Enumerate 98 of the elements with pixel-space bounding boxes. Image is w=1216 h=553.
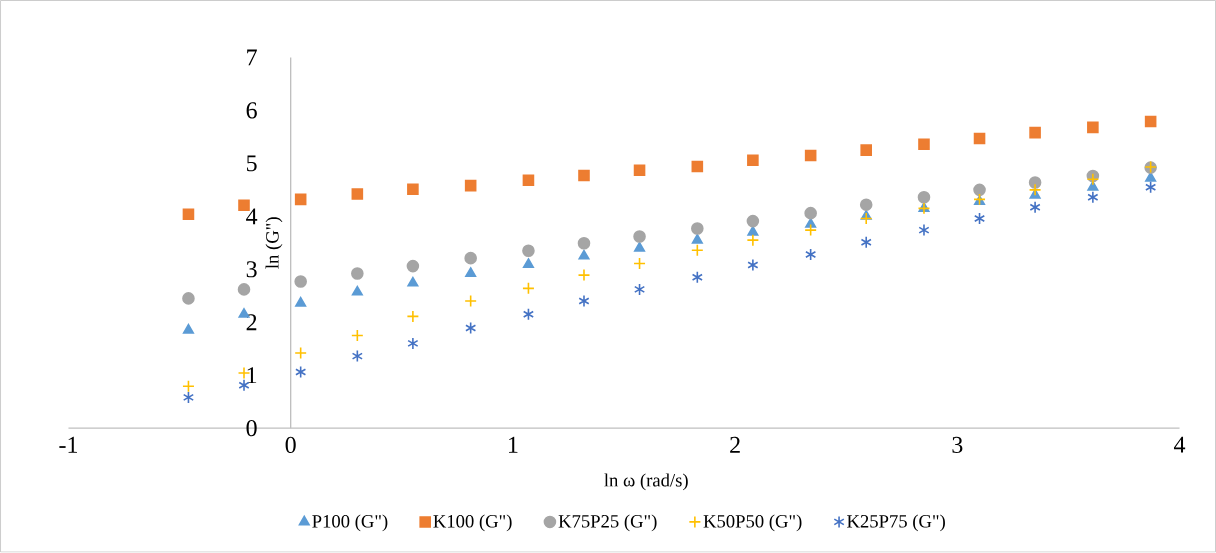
point xyxy=(407,337,419,350)
point xyxy=(859,212,873,225)
point xyxy=(578,169,590,182)
y-tick-label: 4 xyxy=(246,208,258,225)
point xyxy=(351,267,364,281)
point xyxy=(1028,183,1042,197)
point xyxy=(238,379,250,392)
point xyxy=(633,257,646,270)
point xyxy=(804,207,817,220)
legend-label: K75P25 (G") xyxy=(558,514,657,532)
point xyxy=(522,282,535,295)
point xyxy=(578,294,590,308)
point xyxy=(973,183,986,197)
y-tick-label: 7 xyxy=(247,49,257,66)
point xyxy=(691,244,704,257)
point xyxy=(1029,201,1041,214)
point xyxy=(577,237,591,250)
point xyxy=(522,258,534,269)
point xyxy=(860,236,872,249)
point xyxy=(746,234,760,247)
point xyxy=(351,350,363,363)
point xyxy=(973,212,986,225)
point xyxy=(406,260,420,273)
point xyxy=(464,252,477,265)
point xyxy=(804,224,817,237)
point xyxy=(465,321,477,335)
point xyxy=(578,249,590,260)
point xyxy=(577,269,591,282)
x-tick-label: -1 xyxy=(59,437,78,453)
x-tick-label: 1 xyxy=(509,437,518,453)
point xyxy=(633,242,646,252)
point xyxy=(465,267,477,278)
point xyxy=(182,208,195,221)
point xyxy=(746,215,760,228)
point xyxy=(691,222,704,236)
point xyxy=(295,365,307,379)
point xyxy=(918,138,930,151)
point xyxy=(805,218,817,229)
legend-label: P100 (G") xyxy=(312,514,388,532)
point xyxy=(805,248,817,261)
point xyxy=(1144,115,1157,128)
point xyxy=(182,324,195,334)
y-tick-label: 5 xyxy=(247,155,257,172)
point xyxy=(351,188,364,201)
point xyxy=(182,380,195,393)
x-tick-label: 0 xyxy=(285,437,296,454)
y-axis-title: ln (G") xyxy=(265,217,283,269)
point xyxy=(1029,127,1041,139)
x-tick-label: 3 xyxy=(952,437,963,454)
point xyxy=(294,193,307,206)
point xyxy=(464,180,477,192)
point xyxy=(522,244,535,258)
point xyxy=(747,258,759,272)
x-axis-title: ln ω (rad/s) xyxy=(604,473,688,491)
point xyxy=(294,275,307,288)
point xyxy=(237,283,251,296)
point xyxy=(182,292,195,305)
point xyxy=(1087,181,1099,191)
y-tick-label: 1 xyxy=(247,367,257,384)
y-tick-label: 3 xyxy=(246,261,257,278)
point xyxy=(633,230,646,243)
y-tick-label: 2 xyxy=(246,314,257,331)
point xyxy=(691,160,704,173)
point xyxy=(804,149,817,162)
point xyxy=(747,226,759,236)
point xyxy=(973,132,986,145)
y-tick-label: 0 xyxy=(246,420,257,437)
point xyxy=(522,308,534,321)
x-tick-label: 4 xyxy=(1173,437,1186,453)
point xyxy=(522,174,535,187)
legend-label: K25P75 (G") xyxy=(847,514,945,532)
point xyxy=(860,144,872,157)
point xyxy=(1145,181,1157,194)
point xyxy=(859,198,873,212)
point xyxy=(351,329,364,342)
x-tick-label: 2 xyxy=(730,437,740,453)
point xyxy=(294,346,307,360)
point xyxy=(918,224,930,237)
point xyxy=(1087,191,1099,204)
point xyxy=(182,391,195,404)
point xyxy=(691,271,703,284)
point xyxy=(1028,176,1042,189)
point xyxy=(691,234,703,244)
point xyxy=(747,154,759,167)
legend-label: K100 (G") xyxy=(433,514,512,532)
point xyxy=(633,283,646,296)
point xyxy=(295,297,307,307)
point xyxy=(633,164,646,177)
point xyxy=(407,276,419,287)
y-tick-label: 6 xyxy=(246,102,257,119)
point xyxy=(917,191,931,204)
point xyxy=(406,310,420,323)
point xyxy=(1145,172,1157,182)
point xyxy=(1087,121,1099,134)
legend-label: K50P50 (G") xyxy=(703,514,802,532)
point xyxy=(351,285,363,296)
point xyxy=(464,294,477,308)
point xyxy=(407,183,419,196)
